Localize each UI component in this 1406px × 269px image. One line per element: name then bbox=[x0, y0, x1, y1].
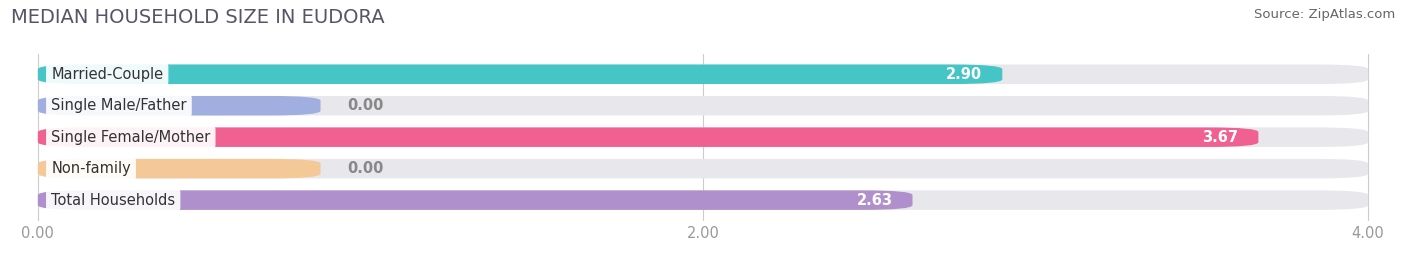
FancyBboxPatch shape bbox=[38, 159, 1368, 178]
Text: Single Female/Mother: Single Female/Mother bbox=[51, 130, 211, 145]
FancyBboxPatch shape bbox=[38, 96, 321, 115]
FancyBboxPatch shape bbox=[38, 65, 1002, 84]
FancyBboxPatch shape bbox=[38, 190, 1368, 210]
FancyBboxPatch shape bbox=[38, 96, 1368, 115]
Text: 0.00: 0.00 bbox=[347, 161, 384, 176]
Text: MEDIAN HOUSEHOLD SIZE IN EUDORA: MEDIAN HOUSEHOLD SIZE IN EUDORA bbox=[11, 8, 385, 27]
Text: Married-Couple: Married-Couple bbox=[51, 67, 163, 82]
Text: Single Male/Father: Single Male/Father bbox=[51, 98, 187, 113]
FancyBboxPatch shape bbox=[38, 65, 1368, 84]
Text: 2.63: 2.63 bbox=[856, 193, 893, 208]
FancyBboxPatch shape bbox=[38, 190, 912, 210]
Text: 2.90: 2.90 bbox=[946, 67, 983, 82]
Text: 3.67: 3.67 bbox=[1202, 130, 1239, 145]
FancyBboxPatch shape bbox=[38, 128, 1368, 147]
Text: Source: ZipAtlas.com: Source: ZipAtlas.com bbox=[1254, 8, 1395, 21]
Text: Total Households: Total Households bbox=[51, 193, 176, 208]
FancyBboxPatch shape bbox=[38, 159, 321, 178]
Text: Non-family: Non-family bbox=[51, 161, 131, 176]
FancyBboxPatch shape bbox=[38, 128, 1258, 147]
Text: 0.00: 0.00 bbox=[347, 98, 384, 113]
